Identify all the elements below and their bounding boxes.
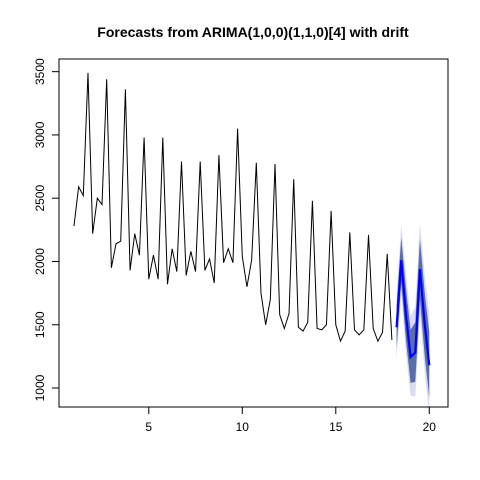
x-tick-label: 10 [236,420,250,434]
forecast-mean-line [395,260,431,366]
y-tick-label: 3500 [33,58,47,85]
series-layer [73,72,431,366]
y-tick-label: 1000 [33,374,47,401]
x-tick-label: 15 [329,420,343,434]
y-tick-label: 3000 [33,121,47,148]
history-series-line [73,72,393,343]
y-tick-label: 1500 [33,311,47,338]
plot-area-border [58,58,449,408]
y-tick-label: 2000 [33,248,47,275]
x-axis: 5 10 15 20 [145,406,437,434]
x-tick-label: 20 [423,420,437,434]
x-tick-label: 5 [145,420,152,434]
y-tick-label: 2500 [33,185,47,212]
y-axis: 1000 1500 2000 2500 3000 3500 [33,58,60,401]
chart-title: Forecasts from ARIMA(1,0,0)(1,1,0)[4] wi… [97,24,409,40]
